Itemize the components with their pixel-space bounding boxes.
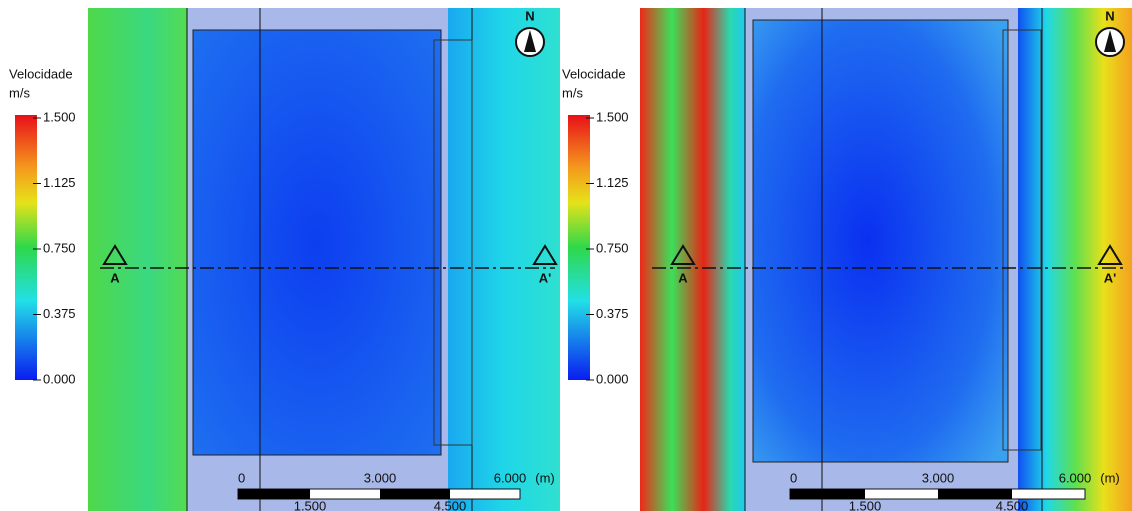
scale-label: 3.000 — [364, 470, 397, 485]
tick-label: 0.000 — [596, 371, 629, 386]
tick-label: 0.750 — [596, 240, 629, 255]
tick-label: 0.750 — [43, 240, 76, 255]
section-label: A' — [1104, 270, 1116, 285]
scale-label: (m) — [1100, 470, 1120, 485]
section-label: A — [678, 270, 688, 285]
scale-label: 3.000 — [922, 470, 955, 485]
scale-label: 6.000 — [494, 470, 527, 485]
scale-label: 4.500 — [996, 498, 1029, 511]
scale-label: 0 — [238, 470, 245, 485]
scale-label: 1.500 — [294, 498, 327, 511]
section-label: A — [110, 270, 120, 285]
scale-label: 6.000 — [1059, 470, 1092, 485]
tick-label: 1.500 — [596, 109, 629, 124]
north-label: N — [525, 8, 534, 23]
tick-label: 0.000 — [43, 371, 76, 386]
field-left — [88, 8, 560, 511]
colorbar — [15, 115, 37, 380]
scale-label: 0 — [790, 470, 797, 485]
colorbar — [568, 115, 590, 380]
section-label: A' — [539, 270, 551, 285]
north-label: N — [1105, 8, 1114, 23]
tick-label: 0.375 — [596, 306, 629, 321]
legend-title: Velocidade — [9, 66, 73, 81]
field-right — [640, 8, 1132, 511]
figure: Velocidade m/s 1.500 1.125 0.750 0.375 0.000 A A… — [0, 0, 1132, 511]
scale-label: (m) — [535, 470, 555, 485]
scale-label: 4.500 — [434, 498, 467, 511]
page: Velocidade m/s 1.500 1.125 0.750 0.375 0.000 A A… — [0, 0, 1132, 511]
legend-title: Velocidade — [562, 66, 626, 81]
legend-unit: m/s — [562, 85, 583, 100]
tick-label: 0.375 — [43, 306, 76, 321]
tick-label: 1.125 — [596, 175, 629, 190]
scale-label: 1.500 — [849, 498, 882, 511]
tick-label: 1.500 — [43, 109, 76, 124]
tick-label: 1.125 — [43, 175, 76, 190]
legend-unit: m/s — [9, 85, 30, 100]
